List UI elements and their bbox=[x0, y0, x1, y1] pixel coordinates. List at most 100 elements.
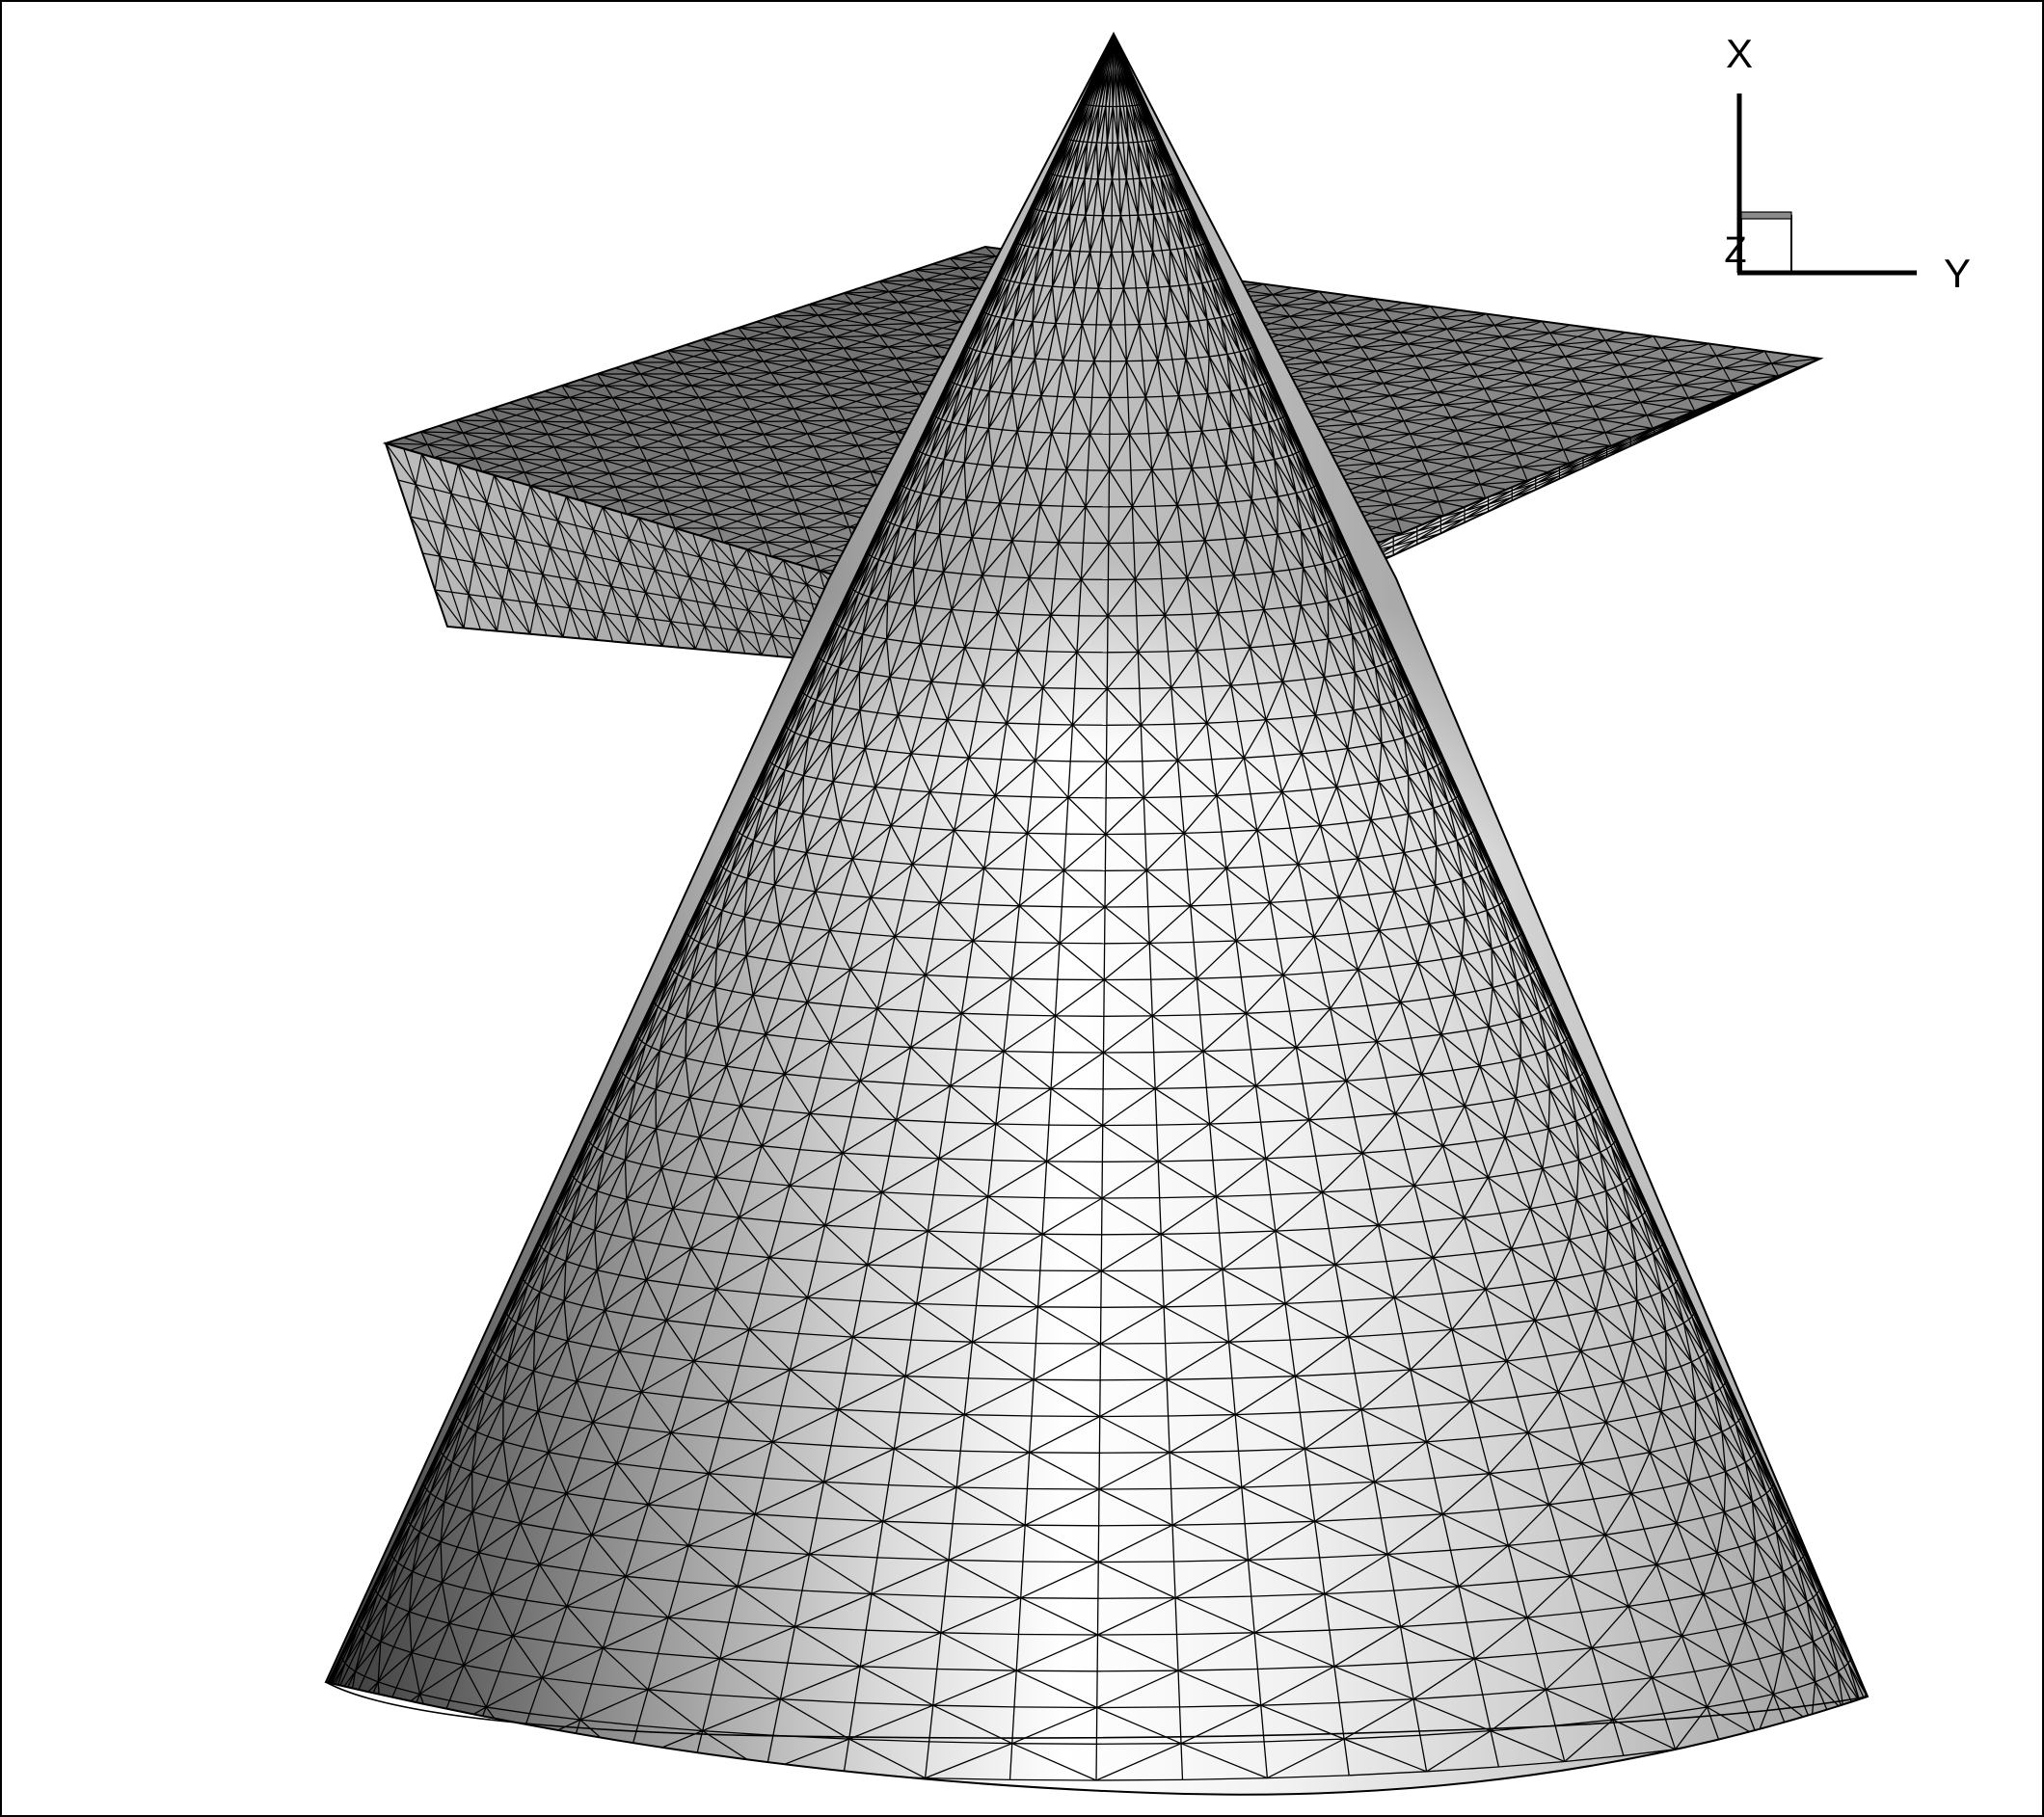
cone-mesh-edge bbox=[1065, 469, 1087, 507]
slab-top-mesh-edge bbox=[1343, 398, 1352, 413]
cone-mesh-edge bbox=[1056, 177, 1074, 214]
cone-mesh-edge bbox=[1150, 140, 1162, 177]
slab-right-mesh-edge bbox=[1606, 445, 1631, 456]
cone-mesh-edge bbox=[1554, 1239, 1571, 1281]
cone-mesh-edge bbox=[1150, 176, 1157, 179]
cone-mesh-edge bbox=[451, 1423, 464, 1463]
cone-mesh-edge bbox=[1217, 574, 1235, 614]
cone-mesh-edge bbox=[902, 450, 920, 488]
cone-mesh-edge bbox=[534, 1299, 565, 1332]
slab-right-mesh-edge bbox=[1772, 368, 1797, 382]
cone-mesh-edge bbox=[571, 1190, 598, 1223]
cone-mesh-edge bbox=[815, 891, 831, 931]
cone-mesh-edge bbox=[1055, 1015, 1104, 1054]
cone-mesh-edge bbox=[559, 1183, 582, 1216]
cone-mesh-edge bbox=[889, 677, 900, 716]
cone-mesh-edge bbox=[1101, 1233, 1162, 1236]
cone-mesh-edge bbox=[451, 1461, 461, 1468]
cone-mesh-edge bbox=[1647, 1370, 1667, 1377]
cone-mesh-edge bbox=[1057, 395, 1075, 398]
cone-mesh-edge bbox=[1152, 322, 1167, 325]
slab-top-mesh-edge bbox=[799, 420, 809, 435]
cone-mesh-edge bbox=[1194, 245, 1198, 248]
cone-mesh-edge bbox=[1395, 1112, 1443, 1147]
cone-mesh-edge bbox=[1403, 814, 1410, 853]
cone-mesh-edge bbox=[982, 574, 1006, 578]
cone-mesh-edge bbox=[1411, 1033, 1441, 1039]
slab-top-mesh-edge bbox=[1456, 430, 1465, 444]
cone-mesh-edge bbox=[1132, 505, 1156, 508]
slab-top-mesh-edge bbox=[754, 349, 765, 362]
cone-mesh-edge bbox=[1485, 1288, 1536, 1322]
cone-mesh-edge bbox=[1448, 916, 1466, 922]
cone-mesh-edge bbox=[947, 866, 984, 869]
slab-left-mesh-edge bbox=[654, 569, 681, 600]
cone-mesh-edge bbox=[1125, 178, 1140, 216]
cone-mesh-edge bbox=[929, 419, 943, 457]
slab-top-mesh-edge bbox=[949, 257, 961, 269]
cone-mesh-edge bbox=[462, 1423, 469, 1429]
cone-mesh-edge bbox=[1632, 1300, 1638, 1342]
cone-mesh-edge bbox=[1358, 855, 1384, 860]
cone-mesh-edge bbox=[1246, 1010, 1290, 1014]
cone-mesh-edge bbox=[1180, 794, 1217, 798]
cone-mesh-edge bbox=[1429, 920, 1449, 925]
slab-top-mesh-edge bbox=[726, 446, 734, 461]
slab-top-mesh-edge bbox=[1675, 367, 1724, 374]
cone-mesh-edge bbox=[1217, 279, 1231, 316]
slab-top-mesh-edge bbox=[914, 267, 960, 271]
cone-mesh-edge bbox=[1385, 1073, 1422, 1079]
cone-mesh-edge bbox=[885, 638, 891, 678]
cone-mesh-edge bbox=[1361, 1112, 1396, 1154]
cone-mesh-edge bbox=[1014, 281, 1021, 284]
slab-top-mesh-edge bbox=[1383, 379, 1431, 385]
slab-top-mesh-edge bbox=[1462, 443, 1470, 458]
slab-left-mesh-edge bbox=[507, 539, 516, 569]
cone-mesh-edge bbox=[1226, 354, 1232, 391]
slab-right-mesh-edge bbox=[1440, 518, 1466, 526]
slab-left-mesh-edge bbox=[663, 527, 676, 548]
slab-top-mesh-edge bbox=[1524, 368, 1573, 374]
slab-top-mesh-edge bbox=[683, 373, 692, 387]
cone-mesh-edge bbox=[719, 830, 739, 865]
cone-mesh-edge bbox=[950, 385, 962, 423]
cone-mesh-edge bbox=[1152, 250, 1162, 253]
cone-mesh-edge bbox=[1171, 358, 1186, 361]
cone-mesh-edge bbox=[917, 416, 937, 451]
cone-mesh-edge bbox=[718, 1436, 773, 1443]
slab-top-mesh-edge bbox=[1565, 352, 1613, 358]
cone-mesh-edge bbox=[478, 1388, 485, 1394]
slab-top-mesh-edge bbox=[1551, 418, 1600, 424]
cone-mesh-edge bbox=[925, 940, 974, 976]
slab-top-mesh-edge bbox=[690, 385, 700, 398]
cone-mesh-edge bbox=[1216, 1193, 1271, 1198]
cone-mesh-edge bbox=[1125, 106, 1129, 143]
cone-mesh-edge bbox=[624, 1120, 630, 1161]
slab-left-mesh-edge bbox=[549, 521, 559, 548]
cone-mesh-edge bbox=[1251, 424, 1276, 460]
cone-mesh-edge bbox=[1314, 677, 1326, 716]
cone-mesh-edge bbox=[716, 1288, 760, 1295]
cone-mesh-edge bbox=[659, 1467, 710, 1475]
cone-mesh-edge bbox=[1005, 575, 1030, 579]
slab-top-mesh-edge bbox=[561, 385, 571, 398]
cone-mesh-edge bbox=[1046, 1124, 1104, 1162]
cone-mesh-edge bbox=[965, 386, 973, 389]
cone-mesh-edge bbox=[1110, 287, 1125, 326]
cone-mesh-edge bbox=[829, 896, 872, 931]
cone-mesh-edge bbox=[997, 612, 1019, 652]
slab-left-mesh-edge bbox=[603, 612, 631, 644]
cone-mesh-edge bbox=[807, 1002, 841, 1006]
slab-left-mesh-edge bbox=[628, 517, 640, 540]
cone-mesh-edge bbox=[502, 1370, 534, 1403]
slab-top-mesh-edge bbox=[782, 326, 792, 338]
cone-mesh-edge bbox=[670, 1431, 719, 1439]
cone-mesh-edge bbox=[1309, 525, 1318, 529]
cone-mesh-edge bbox=[1706, 1392, 1715, 1398]
cone-mesh-edge bbox=[972, 537, 992, 541]
cone-mesh-edge bbox=[858, 559, 880, 594]
cone-mesh-edge bbox=[1209, 465, 1226, 468]
cone-mesh-edge bbox=[1185, 321, 1190, 360]
cone-mesh-edge bbox=[1062, 286, 1075, 289]
cone-mesh-edge bbox=[1329, 1224, 1379, 1230]
